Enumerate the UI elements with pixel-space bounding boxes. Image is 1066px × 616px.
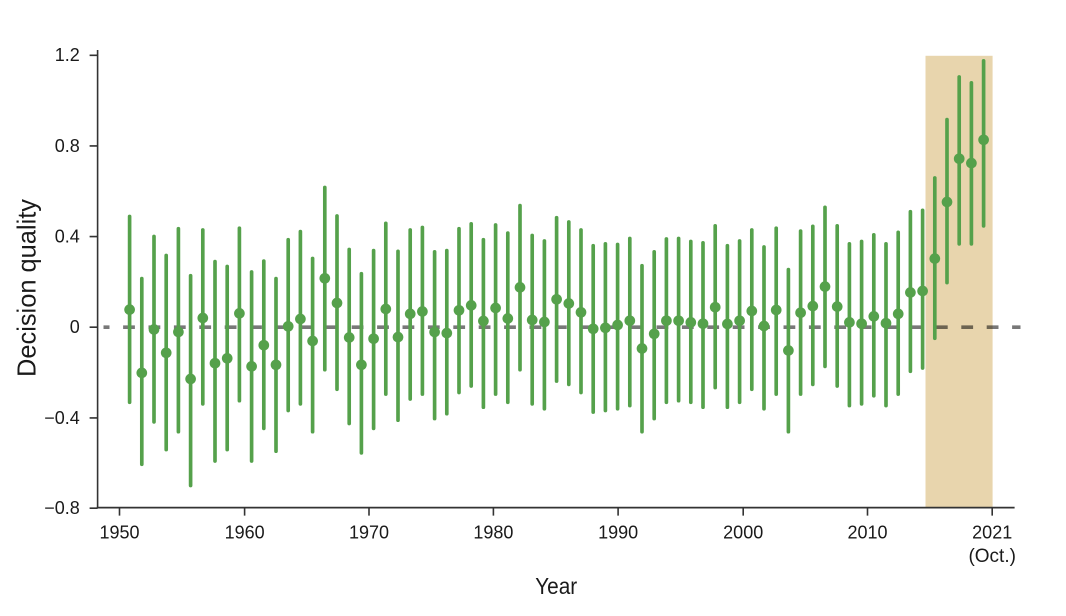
svg-text:0.4: 0.4 <box>55 227 80 247</box>
svg-text:2010: 2010 <box>847 523 887 543</box>
svg-text:1970: 1970 <box>349 523 389 543</box>
svg-text:0: 0 <box>70 317 80 337</box>
svg-text:−0.4: −0.4 <box>44 408 80 428</box>
svg-text:(Oct.): (Oct.) <box>968 546 1016 567</box>
svg-text:1990: 1990 <box>598 523 638 543</box>
svg-text:Decision quality: Decision quality <box>12 199 42 377</box>
svg-text:1.2: 1.2 <box>55 45 80 65</box>
svg-text:Year: Year <box>535 573 577 599</box>
svg-text:−0.8: −0.8 <box>44 498 80 518</box>
svg-text:1960: 1960 <box>225 523 265 543</box>
svg-text:1980: 1980 <box>473 523 513 543</box>
svg-text:0.8: 0.8 <box>55 136 80 156</box>
svg-text:1950: 1950 <box>99 523 139 543</box>
svg-text:2000: 2000 <box>723 523 763 543</box>
svg-text:2021: 2021 <box>972 523 1012 543</box>
